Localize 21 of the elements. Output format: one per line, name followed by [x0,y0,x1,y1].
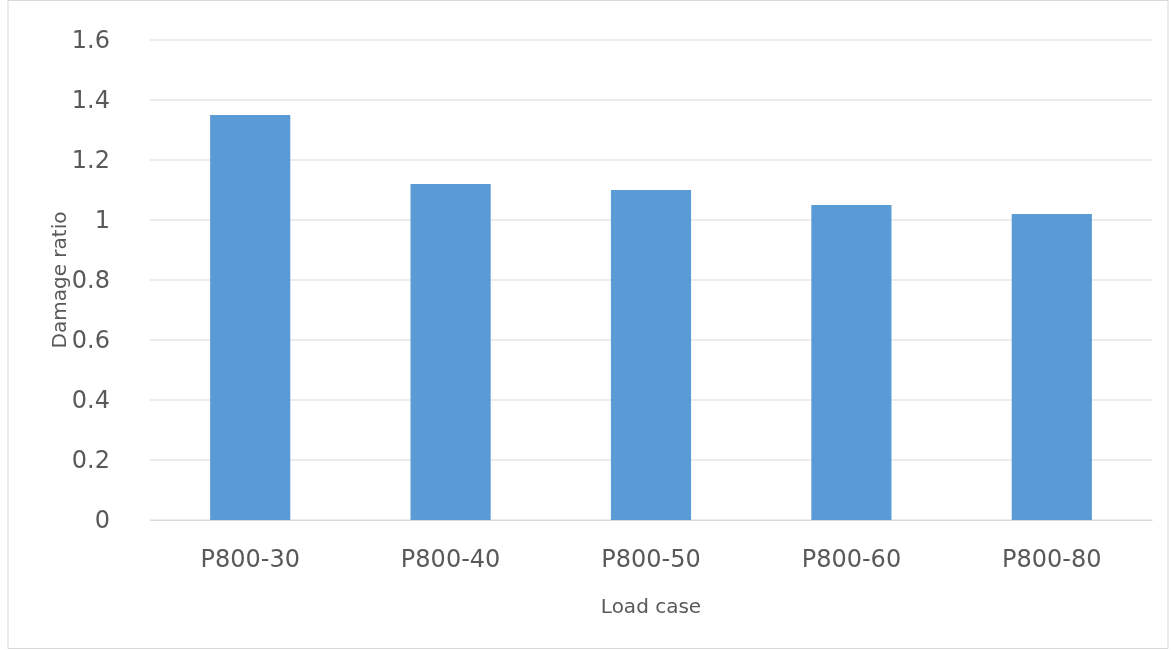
y-tick-label: 0.4 [71,386,110,415]
y-tick-label: 1 [94,206,110,235]
x-tick-label: P800-50 [601,545,701,574]
bar [811,205,892,520]
y-tick-label: 0 [94,506,110,535]
x-tick-label: P800-60 [801,545,902,574]
x-tick-label: P800-80 [1002,545,1102,574]
y-axis-title: Damage ratio [47,211,71,349]
bar [610,190,692,520]
y-tick-label: 0.2 [71,446,110,475]
y-tick-label: 0.6 [71,326,110,355]
x-axis-title: Load case [600,594,702,618]
bar [410,184,491,520]
x-tick-label: P800-40 [400,545,501,574]
y-tick-label: 1.6 [71,26,110,55]
y-tick-label: 0.8 [71,266,110,295]
bar [1011,214,1092,520]
y-tick-label: 1.2 [71,146,110,175]
y-tick-label: 1.4 [71,86,110,115]
x-tick-label: P800-30 [200,545,300,574]
bar [210,115,291,520]
